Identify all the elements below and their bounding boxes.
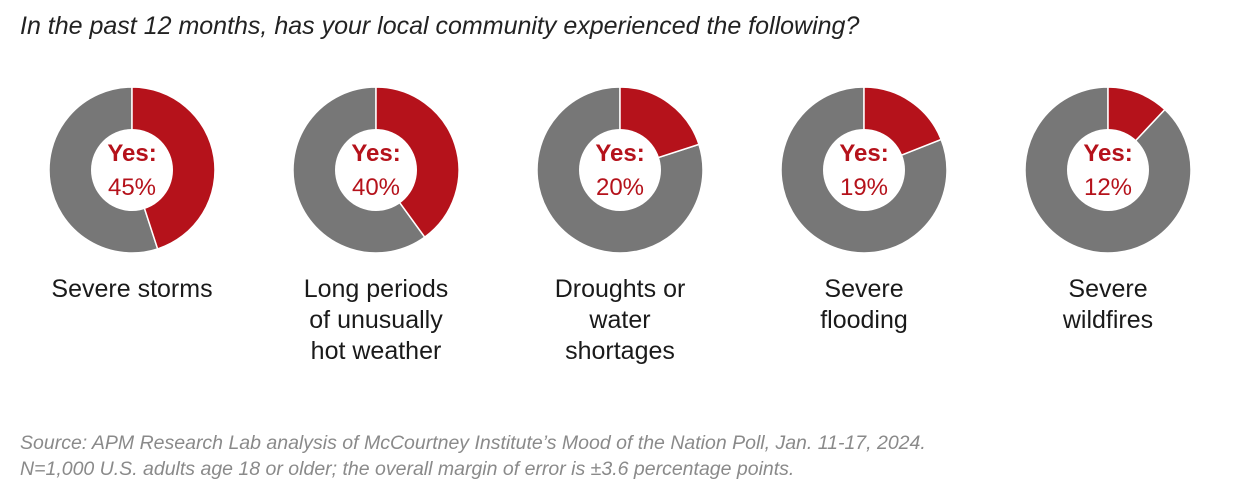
donut-1: Yes: 45% (48, 86, 216, 254)
source-note: Source: APM Research Lab analysis of McC… (20, 430, 926, 482)
category-label: Droughts or water shortages (554, 275, 686, 365)
category-label: Long periods of unusually hot weather (303, 275, 449, 365)
donut-hole (1067, 129, 1149, 211)
donut-4: Yes: 19% (780, 86, 948, 254)
donut-hole (335, 129, 417, 211)
category-label: Severe wildfires (1062, 275, 1154, 334)
category-label: Severe storms (51, 275, 213, 303)
source-line-1: Source: APM Research Lab analysis of McC… (20, 432, 926, 454)
donut-2: Yes: 40% (292, 86, 460, 254)
yes-label: Yes: (351, 140, 400, 167)
yes-slice (131, 86, 216, 250)
yes-label: Yes: (1083, 140, 1132, 167)
donut-3: Yes: 20% (536, 86, 704, 254)
donut-hole (579, 129, 661, 211)
donut-5: Yes: 12% (1024, 86, 1192, 254)
yes-value: 40% (352, 174, 400, 201)
yes-value: 45% (108, 174, 156, 201)
yes-label: Yes: (839, 140, 888, 167)
yes-value: 12% (1084, 174, 1132, 201)
category-label: Severe flooding (820, 275, 908, 334)
donut-hole (823, 129, 905, 211)
yes-label: Yes: (595, 140, 644, 167)
chart-title: In the past 12 months, has your local co… (20, 12, 860, 40)
yes-value: 19% (840, 174, 888, 201)
yes-slice (375, 86, 460, 239)
source-line-2: N=1,000 U.S. adults age 18 or older; the… (20, 458, 795, 480)
donut-hole (91, 129, 173, 211)
yes-label: Yes: (107, 140, 156, 167)
no-slice (780, 86, 948, 254)
yes-value: 20% (596, 174, 644, 201)
